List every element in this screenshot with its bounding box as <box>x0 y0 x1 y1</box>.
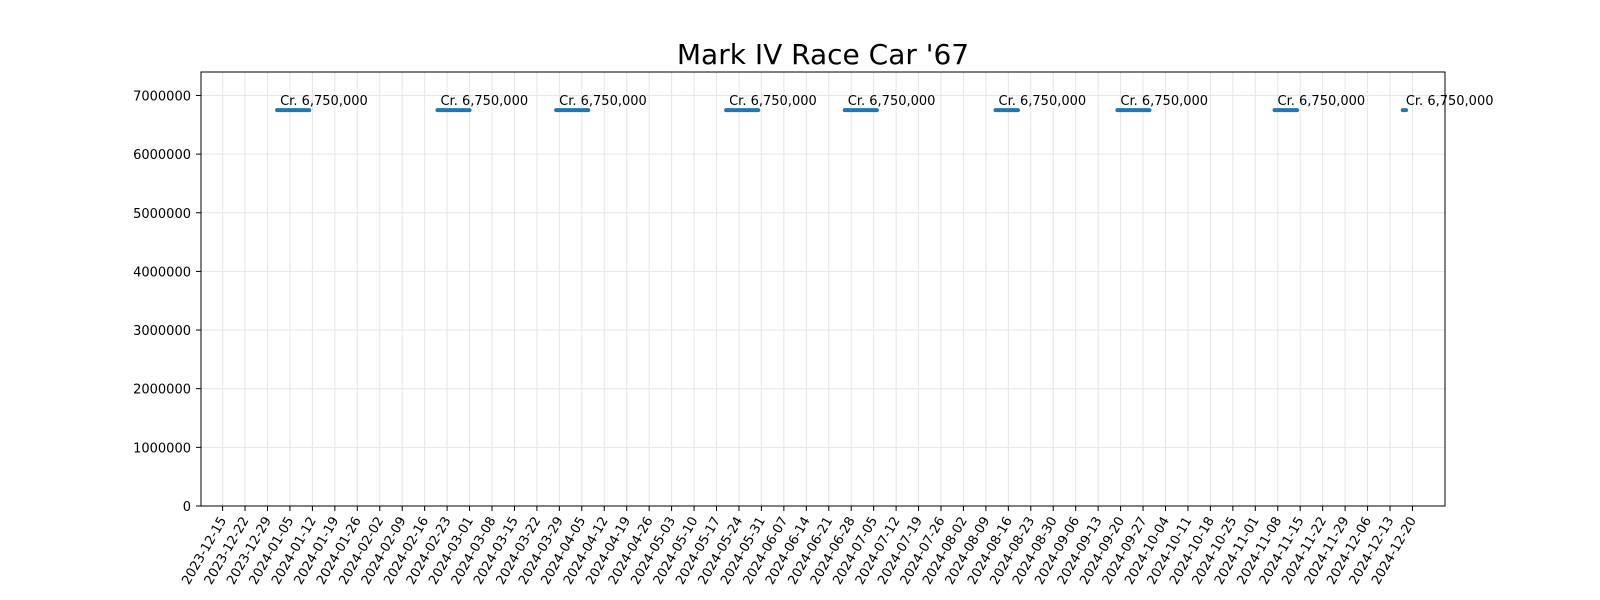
x-axis: 2023-12-152023-12-222023-12-292024-01-05… <box>179 506 1420 587</box>
price-data-label: Cr. 6,750,000 <box>280 94 368 109</box>
data-labels: Cr. 6,750,000 Cr. 6,750,000 Cr. 6,750,000 C… <box>280 94 1493 109</box>
y-tick-label: 1000000 <box>133 441 191 456</box>
y-tick-label: 7000000 <box>133 89 191 104</box>
price-data-label: Cr. 6,750,000 <box>848 94 936 109</box>
price-data-label: Cr. 6,750,000 <box>440 94 528 109</box>
y-tick-label: 5000000 <box>133 207 191 222</box>
plot-area-frame <box>200 71 1446 507</box>
price-data-label: Cr. 6,750,000 <box>1278 94 1366 109</box>
price-data-label: Cr. 6,750,000 <box>1406 94 1494 109</box>
price-data-label: Cr. 6,750,000 <box>729 94 817 109</box>
y-tick-label: 6000000 <box>133 148 191 163</box>
x-gridlines <box>222 72 1413 506</box>
y-gridlines <box>201 94 1445 507</box>
chart-title: Mark IV Race Car '67 <box>677 38 969 71</box>
y-tick-label: 3000000 <box>133 324 191 339</box>
price-data-label: Cr. 6,750,000 <box>1120 94 1208 109</box>
y-tick-label: 4000000 <box>133 265 191 280</box>
y-tick-label: 0 <box>183 500 191 515</box>
price-data-label: Cr. 6,750,000 <box>999 94 1087 109</box>
price-data-label: Cr. 6,750,000 <box>559 94 647 109</box>
y-axis: 0 1000000 2000000 3000000 4000000 5000000 6000… <box>133 89 201 515</box>
y-tick-label: 2000000 <box>133 383 191 398</box>
